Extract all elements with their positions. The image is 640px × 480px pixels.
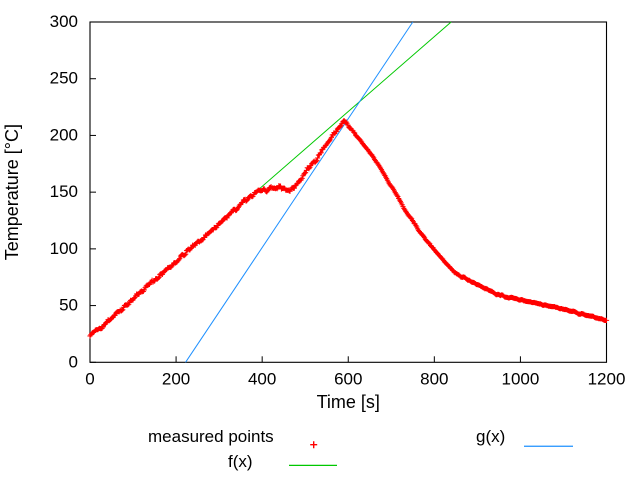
svg-text:0: 0 [69, 352, 78, 371]
svg-text:150: 150 [50, 182, 78, 201]
svg-text:600: 600 [334, 369, 362, 388]
svg-text:200: 200 [162, 369, 190, 388]
svg-text:100: 100 [50, 239, 78, 258]
svg-text:0: 0 [85, 369, 94, 388]
svg-text:1000: 1000 [502, 369, 540, 388]
svg-text:250: 250 [50, 69, 78, 88]
svg-text:g(x): g(x) [476, 427, 505, 446]
svg-text:300: 300 [50, 12, 78, 31]
svg-text:50: 50 [59, 296, 78, 315]
svg-text:800: 800 [420, 369, 448, 388]
svg-text:200: 200 [50, 125, 78, 144]
svg-text:400: 400 [248, 369, 276, 388]
svg-text:f(x): f(x) [228, 452, 253, 471]
svg-text:1200: 1200 [588, 369, 626, 388]
svg-text:Time [s]: Time [s] [317, 392, 380, 412]
svg-text:Temperature [°C]: Temperature [°C] [2, 124, 22, 260]
svg-text:measured points: measured points [148, 427, 274, 446]
